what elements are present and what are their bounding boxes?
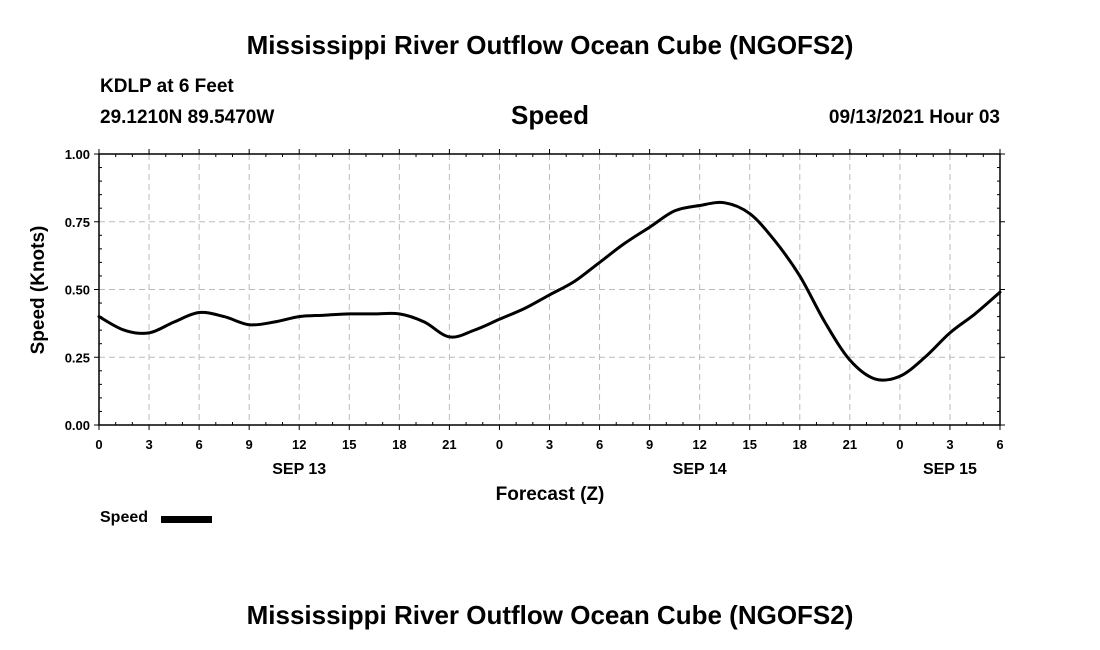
grid-lines <box>99 154 1000 425</box>
x-tick-label: 6 <box>596 437 603 452</box>
legend-swatch <box>161 516 212 523</box>
forecast-date-label: 09/13/2021 Hour 03 <box>828 107 1000 128</box>
x-tick-label: 18 <box>392 437 406 452</box>
x-tick-label: 15 <box>742 437 756 452</box>
y-tick-label: 0.50 <box>65 283 90 298</box>
coordinates-label: 29.1210N 89.5470W <box>100 107 275 128</box>
y-tick-label: 0.25 <box>65 350 90 365</box>
x-tick-label: 0 <box>95 437 102 452</box>
y-tick-labels: 0.00 0.25 0.50 0.75 1.00 <box>65 147 90 433</box>
x-tick-label: 3 <box>145 437 152 452</box>
y-axis-title: Speed (Knots) <box>28 226 49 355</box>
x-tick-label: 6 <box>996 437 1003 452</box>
y-tick-label: 0.00 <box>65 418 90 433</box>
x-tick-label: 6 <box>195 437 202 452</box>
x-tick-labels: 0 3 6 9 12 15 18 21 0 3 6 9 12 15 18 21 0 3 6 <box>95 437 1003 452</box>
x-tick-label: 12 <box>692 437 706 452</box>
speed-series-line <box>97 200 1002 382</box>
date-labels: SEP 13 SEP 14 SEP 15 <box>272 461 977 478</box>
date-label: SEP 15 <box>923 461 977 478</box>
x-tick-label: 0 <box>496 437 503 452</box>
station-label: KDLP at 6 Feet <box>100 76 234 97</box>
y-tick-label: 1.00 <box>65 147 90 162</box>
x-tick-label: 18 <box>793 437 807 452</box>
chart-title: Speed <box>510 100 590 130</box>
y-tick-label: 0.75 <box>65 215 90 230</box>
x-tick-label: 21 <box>843 437 857 452</box>
date-label: SEP 14 <box>673 461 727 478</box>
footer-title: Mississippi River Outflow Ocean Cube (NG… <box>246 600 854 630</box>
x-tick-label: 0 <box>896 437 903 452</box>
legend-label: Speed <box>100 509 149 526</box>
x-tick-label: 9 <box>646 437 653 452</box>
chart-main-title: Mississippi River Outflow Ocean Cube (NG… <box>246 30 854 60</box>
axis-ticks <box>94 149 1005 430</box>
x-tick-label: 15 <box>342 437 356 452</box>
x-axis-title: Forecast (Z) <box>496 484 605 505</box>
x-tick-label: 3 <box>546 437 553 452</box>
x-tick-label: 9 <box>246 437 253 452</box>
date-label: SEP 13 <box>272 461 326 478</box>
x-tick-label: 12 <box>292 437 306 452</box>
x-tick-label: 3 <box>946 437 953 452</box>
x-tick-label: 21 <box>442 437 456 452</box>
